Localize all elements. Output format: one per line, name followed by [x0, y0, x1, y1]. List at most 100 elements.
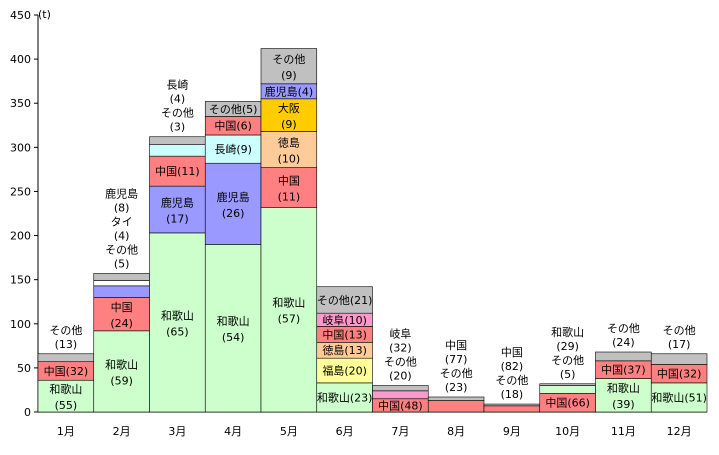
segment-value-label: (65): [166, 325, 189, 338]
segment-label: 和歌山(23): [317, 390, 373, 404]
x-tick-label: 5月: [280, 425, 298, 438]
x-tick-label: 12月: [667, 425, 692, 438]
above-bar-value-label: (8): [114, 201, 130, 214]
y-tick-label: 0: [24, 406, 31, 419]
segment-name-label: 鹿児島: [161, 196, 194, 210]
data-labels: 和歌山(55)中国(32)(13)その他和歌山(59)中国(24)(5)その他(…: [44, 53, 707, 412]
segment-label: 長崎(9): [214, 142, 252, 156]
bar-segment: [316, 286, 373, 314]
segment-name-label: 和歌山: [161, 308, 194, 322]
segment-name-label: 和歌山: [272, 296, 305, 310]
above-bar-name-label: その他: [440, 367, 473, 380]
y-tick-label: 200: [10, 230, 31, 243]
segment-label: 鹿児島(4): [265, 84, 314, 98]
x-tick-label: 2月: [113, 425, 131, 438]
above-bar-name-label: その他: [551, 354, 584, 367]
bar-segment: [483, 405, 541, 413]
x-tick-label: 7月: [391, 425, 409, 438]
segment-label: 福島(20): [322, 364, 367, 378]
bar-segment: [260, 207, 318, 413]
above-bar-value-label: (24): [612, 336, 635, 349]
segment-label: 中国(32): [657, 368, 702, 381]
segment-label: 中国(11): [155, 165, 200, 178]
bar-segment: [204, 134, 262, 164]
segment-label: 中国(13): [322, 328, 367, 341]
segment-label: 中国(32): [44, 365, 89, 378]
segment-value-label: (10): [278, 153, 301, 166]
bar-segment: [595, 378, 652, 413]
above-bar-name-label: 鹿児島: [105, 186, 138, 200]
above-bar-value-label: (5): [560, 368, 576, 381]
bar-segment: [427, 400, 485, 413]
segment-label: 中国(66): [545, 397, 590, 410]
bar-segment: [149, 232, 206, 413]
y-tick-label: 400: [10, 53, 31, 66]
above-bar-value-label: (29): [556, 340, 579, 353]
segment-name-label: 和歌山: [217, 314, 250, 328]
unit-label: (t): [38, 8, 51, 21]
y-tick-label: 350: [10, 97, 31, 110]
segment-label: 岐阜(10): [322, 314, 367, 327]
x-tick-label: 8月: [447, 425, 465, 438]
above-bar-value-label: (77): [445, 353, 468, 366]
bar-segment: [260, 48, 318, 85]
above-bar-name-label: その他: [384, 356, 417, 369]
bar-segment: [427, 396, 485, 401]
segment-label: その他(5): [209, 103, 258, 116]
bar-segment: [595, 351, 652, 362]
bar-segment: [650, 353, 708, 365]
segment-label: 和歌山(51): [651, 390, 707, 404]
above-bar-value-label: (4): [170, 93, 186, 106]
above-bar-name-label: 岐阜: [389, 328, 411, 341]
y-axis: 0 50 100 150 200 250 300 350 400 450: [10, 9, 39, 419]
segment-value-label: (11): [278, 190, 301, 203]
bar-segment: [483, 403, 541, 407]
y-tick-label: 250: [10, 185, 31, 198]
segment-label: 徳島(13): [322, 343, 367, 357]
bars: [37, 48, 708, 413]
x-tick-label: 1月: [57, 425, 75, 438]
above-bar-value-label: (20): [389, 370, 412, 383]
above-bar-value-label: (82): [501, 360, 524, 373]
segment-name-label: 大阪: [278, 101, 300, 115]
above-bar-name-label: その他: [49, 324, 82, 337]
bar-segment: [149, 136, 206, 145]
x-tick-label: 11月: [611, 425, 636, 438]
above-bar-value-label: (4): [114, 229, 130, 242]
bar-segment: [204, 162, 262, 245]
above-bar-name-label: タイ: [111, 215, 133, 228]
bar-segment: [37, 353, 95, 363]
segment-label: 中国(6): [214, 120, 252, 133]
segment-value-label: (54): [222, 331, 245, 344]
segment-name-label: 徳島: [278, 136, 300, 150]
segment-value-label: (57): [278, 313, 301, 326]
segment-value-label: (9): [281, 118, 297, 131]
bar-segment: [372, 385, 429, 392]
above-bar-value-label: (17): [668, 338, 691, 351]
above-bar-value-label: (5): [114, 257, 130, 270]
above-bar-value-label: (23): [445, 381, 468, 394]
y-tick-label: 100: [10, 318, 31, 331]
x-tick-label: 4月: [224, 425, 242, 438]
above-bar-name-label: 中国: [501, 346, 523, 359]
above-bar-name-label: その他: [663, 324, 696, 337]
segment-label: 中国(37): [601, 364, 646, 377]
x-tick-label: 10月: [555, 425, 580, 438]
above-bar-name-label: その他: [495, 374, 528, 387]
bar-segment: [93, 285, 150, 298]
above-bar-value-label: (32): [389, 342, 412, 355]
above-bar-name-label: 長崎: [166, 78, 188, 92]
above-bar-name-label: 和歌山: [551, 325, 584, 339]
bar-segment: [149, 155, 206, 187]
x-tick-label: 3月: [168, 425, 186, 438]
bar-segment: [316, 382, 373, 413]
segment-value-label: (9): [281, 69, 297, 82]
above-bar-name-label: その他: [161, 107, 194, 120]
above-bar-value-label: (13): [55, 338, 78, 351]
bar-segment: [93, 273, 150, 281]
segment-value-label: (17): [166, 213, 189, 226]
segment-name-label: 和歌山: [105, 357, 138, 371]
x-axis: 1月 2月 3月 4月 5月 6月 7月 8月 9月 10月 11月 12月: [38, 411, 707, 438]
above-bar-name-label: 中国: [445, 339, 467, 352]
